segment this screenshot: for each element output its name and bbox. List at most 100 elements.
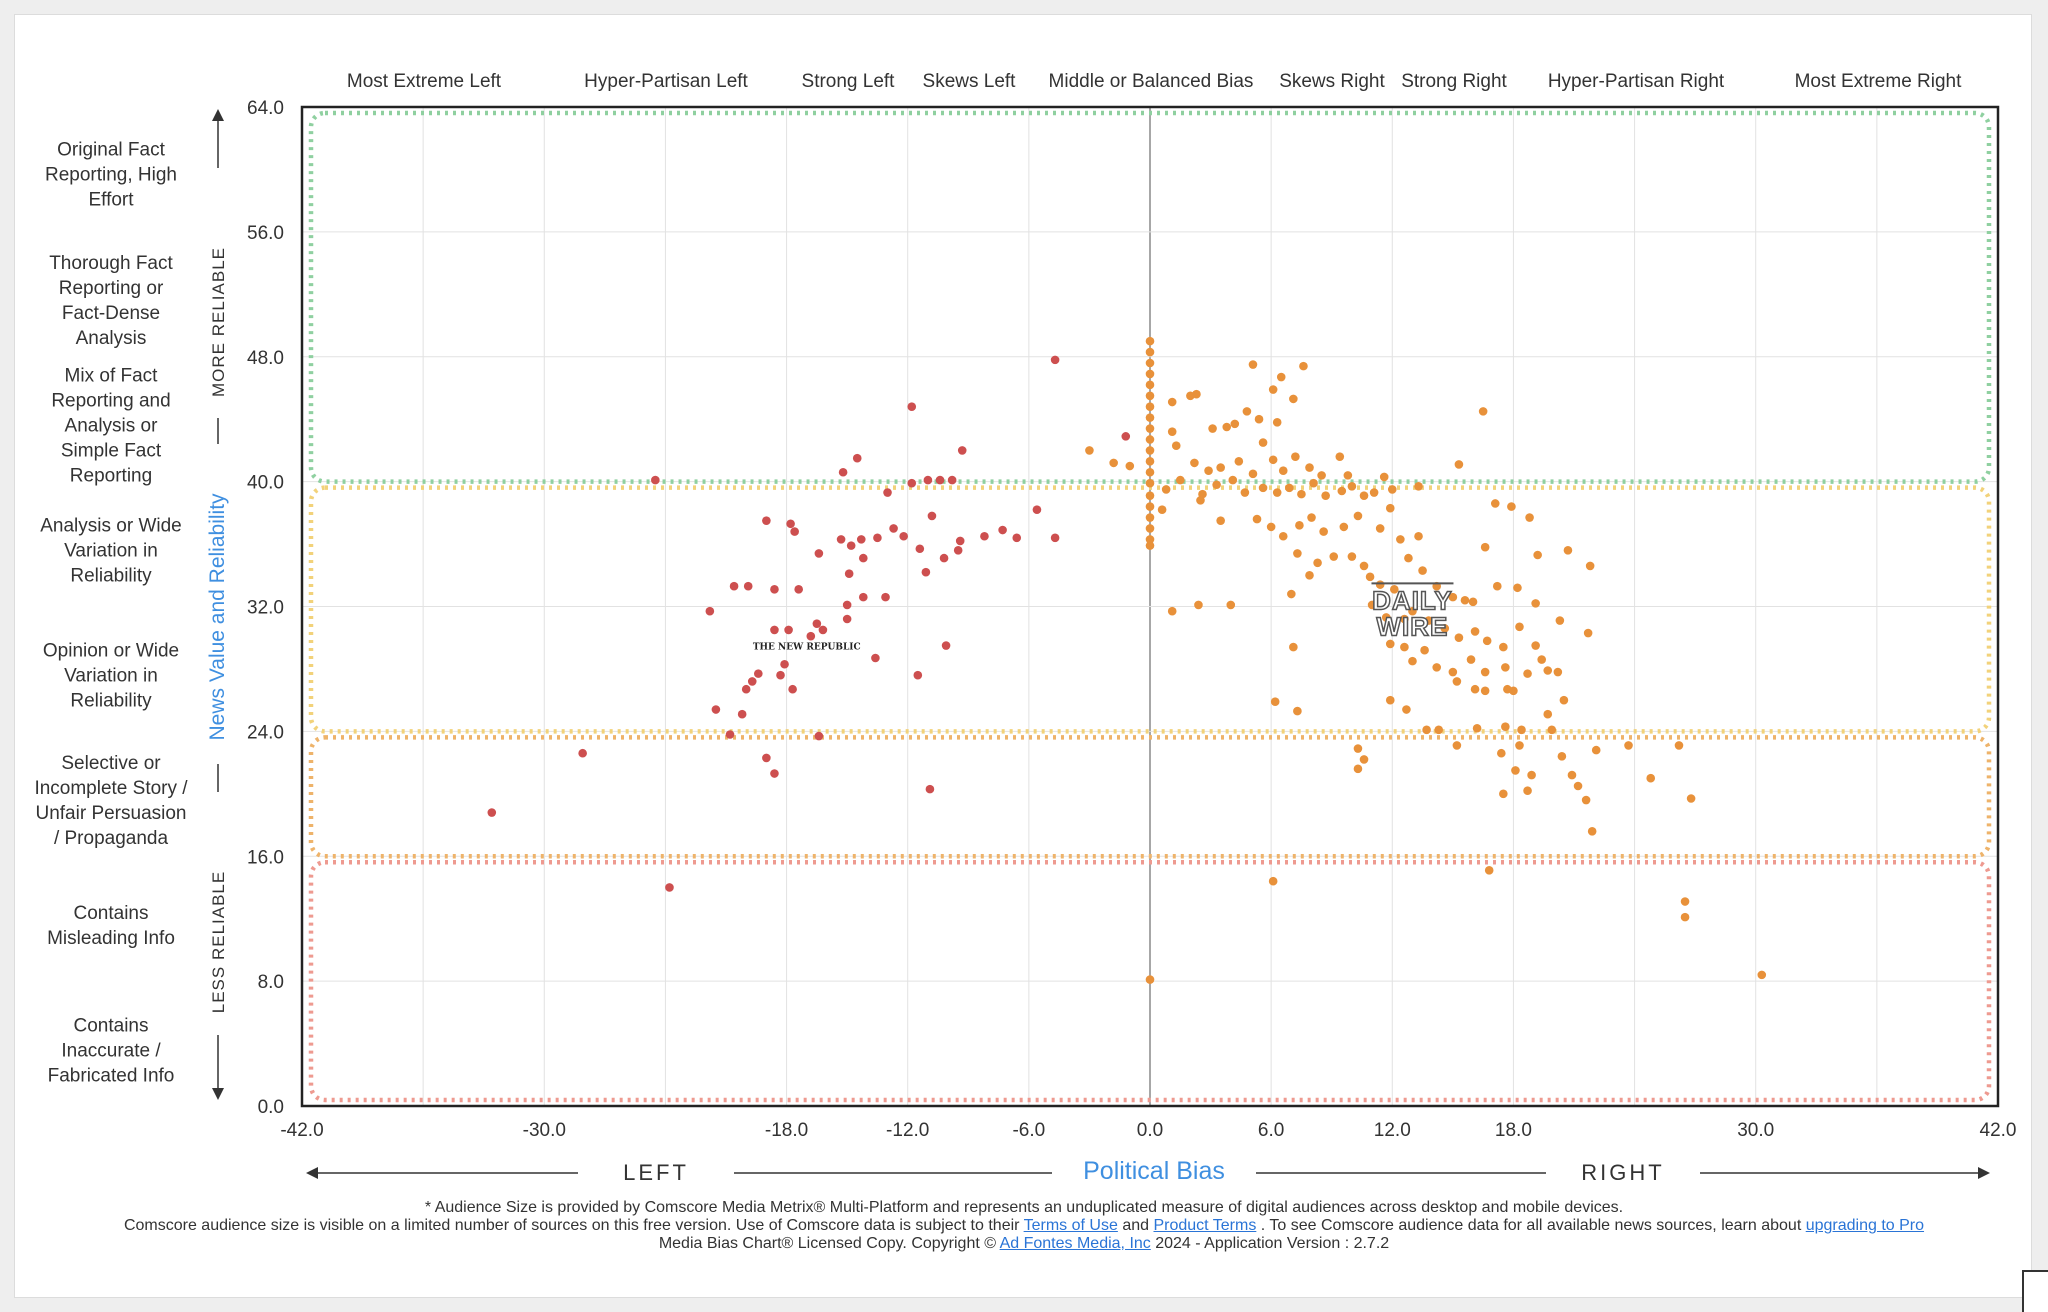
data-point[interactable] (1145, 413, 1155, 422)
data-point[interactable] (1674, 741, 1684, 750)
data-point[interactable] (794, 585, 803, 594)
data-point[interactable] (1278, 466, 1288, 475)
data-point[interactable] (1537, 655, 1546, 664)
data-point[interactable] (814, 731, 824, 741)
data-point[interactable] (806, 631, 816, 641)
data-point[interactable] (705, 606, 715, 616)
data-point[interactable] (1591, 745, 1601, 755)
data-point[interactable] (1466, 655, 1476, 664)
data-point[interactable] (913, 670, 923, 680)
data-point[interactable] (1272, 418, 1282, 427)
data-point[interactable] (1109, 458, 1118, 468)
data-point[interactable] (1448, 667, 1458, 677)
data-point[interactable] (1497, 748, 1506, 758)
data-point[interactable] (1523, 669, 1532, 678)
data-point[interactable] (711, 705, 721, 714)
data-point[interactable] (871, 653, 880, 663)
data-point[interactable] (1353, 744, 1363, 753)
data-point[interactable] (1379, 472, 1389, 482)
data-point[interactable] (1145, 380, 1155, 390)
data-point[interactable] (1492, 581, 1502, 591)
data-point[interactable] (1145, 457, 1155, 466)
data-point[interactable] (784, 625, 793, 635)
data-point[interactable] (1448, 592, 1458, 602)
data-point[interactable] (1454, 633, 1464, 643)
data-point[interactable] (1192, 389, 1201, 399)
data-point[interactable] (1145, 446, 1155, 455)
data-point[interactable] (665, 883, 674, 892)
data-point[interactable] (939, 553, 949, 563)
data-point[interactable] (1468, 597, 1478, 607)
data-point[interactable] (1432, 663, 1442, 672)
data-point[interactable] (1305, 570, 1314, 580)
data-point[interactable] (1145, 402, 1155, 412)
data-point[interactable] (1680, 897, 1690, 906)
data-point[interactable] (1470, 684, 1480, 694)
data-point[interactable] (947, 475, 957, 485)
data-point[interactable] (1531, 641, 1540, 650)
data-point[interactable] (1533, 550, 1542, 560)
data-point[interactable] (1299, 361, 1308, 371)
data-point[interactable] (1559, 695, 1569, 705)
data-point[interactable] (1369, 488, 1379, 497)
data-point[interactable] (1581, 795, 1591, 805)
data-point[interactable] (1222, 422, 1232, 432)
data-point[interactable] (1454, 460, 1464, 469)
data-point[interactable] (1509, 686, 1518, 696)
data-point[interactable] (1567, 770, 1577, 780)
data-point[interactable] (1272, 488, 1282, 497)
data-point[interactable] (1278, 531, 1288, 541)
data-point[interactable] (1161, 485, 1171, 494)
data-point[interactable] (836, 535, 846, 544)
data-point[interactable] (1367, 600, 1377, 610)
data-point[interactable] (1480, 686, 1490, 696)
data-point[interactable] (1268, 385, 1278, 394)
data-point[interactable] (725, 730, 735, 739)
data-point[interactable] (1121, 432, 1131, 441)
data-point[interactable] (1321, 491, 1330, 500)
data-point[interactable] (1167, 397, 1177, 407)
data-point[interactable] (1387, 485, 1397, 494)
data-point[interactable] (729, 581, 739, 591)
data-point[interactable] (1313, 558, 1322, 568)
data-point[interactable] (1145, 391, 1155, 401)
data-point[interactable] (1408, 606, 1417, 616)
data-point[interactable] (1523, 786, 1532, 795)
data-point[interactable] (953, 546, 963, 555)
data-point[interactable] (1291, 452, 1300, 461)
data-point[interactable] (1517, 725, 1526, 735)
data-point[interactable] (1557, 752, 1567, 761)
data-point[interactable] (1573, 781, 1583, 791)
data-point[interactable] (1337, 486, 1347, 496)
data-point[interactable] (1686, 794, 1696, 803)
data-point[interactable] (776, 670, 785, 680)
data-point[interactable] (1501, 722, 1510, 731)
data-point[interactable] (1365, 572, 1375, 582)
data-point[interactable] (780, 659, 789, 669)
data-point[interactable] (1145, 502, 1155, 511)
data-point[interactable] (1175, 475, 1185, 485)
data-point[interactable] (1587, 826, 1597, 836)
data-point[interactable] (814, 549, 824, 558)
data-point[interactable] (1012, 533, 1022, 543)
data-point[interactable] (1583, 628, 1593, 638)
data-point[interactable] (1408, 656, 1417, 666)
data-point[interactable] (1404, 553, 1413, 563)
data-point[interactable] (1145, 513, 1155, 522)
data-point[interactable] (1268, 455, 1278, 465)
data-point[interactable] (1204, 466, 1213, 475)
data-point[interactable] (786, 519, 795, 529)
data-point[interactable] (1157, 505, 1167, 515)
data-point[interactable] (1347, 552, 1357, 561)
data-point[interactable] (1385, 639, 1395, 649)
data-point[interactable] (1190, 458, 1199, 468)
data-point[interactable] (935, 475, 945, 485)
data-point[interactable] (1289, 642, 1298, 652)
data-point[interactable] (1385, 503, 1395, 513)
data-point[interactable] (1145, 535, 1155, 544)
data-point[interactable] (1293, 706, 1302, 716)
data-point[interactable] (1234, 457, 1244, 466)
data-point[interactable] (1353, 511, 1363, 521)
data-point[interactable] (1226, 600, 1236, 610)
data-point[interactable] (1513, 583, 1522, 593)
